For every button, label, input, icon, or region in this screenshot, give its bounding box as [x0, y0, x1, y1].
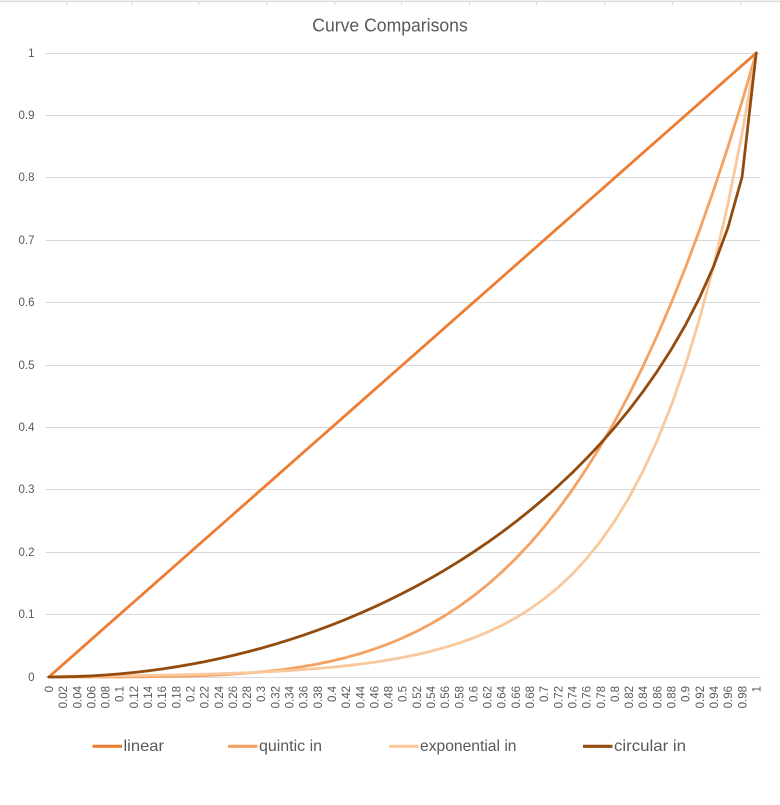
svg-text:0.2: 0.2	[185, 686, 197, 702]
svg-text:0.52: 0.52	[412, 686, 424, 708]
svg-text:0: 0	[44, 686, 56, 692]
svg-text:0.98: 0.98	[737, 686, 749, 708]
svg-text:0.12: 0.12	[129, 686, 141, 708]
svg-text:0.26: 0.26	[228, 686, 240, 708]
svg-text:0.38: 0.38	[313, 686, 325, 708]
svg-text:0.36: 0.36	[299, 686, 311, 708]
svg-text:0.58: 0.58	[454, 686, 466, 708]
svg-text:0.14: 0.14	[143, 685, 155, 708]
svg-text:0.28: 0.28	[242, 686, 254, 708]
svg-text:0.5: 0.5	[19, 360, 35, 372]
svg-text:0.16: 0.16	[157, 686, 169, 708]
svg-text:0.4: 0.4	[327, 685, 339, 702]
svg-text:0.9: 0.9	[19, 110, 35, 122]
svg-text:0.62: 0.62	[483, 686, 495, 708]
svg-text:0.3: 0.3	[256, 686, 268, 702]
svg-text:Curve Comparisons: Curve Comparisons	[312, 15, 468, 36]
svg-text:0: 0	[28, 672, 34, 684]
svg-text:0.54: 0.54	[426, 685, 438, 708]
svg-text:0.06: 0.06	[86, 686, 98, 708]
svg-text:0.72: 0.72	[553, 686, 565, 708]
svg-text:0.32: 0.32	[270, 686, 282, 708]
svg-text:0.82: 0.82	[624, 686, 636, 708]
svg-text:1: 1	[751, 686, 763, 692]
svg-text:0.8: 0.8	[19, 172, 35, 184]
svg-text:1: 1	[28, 48, 34, 60]
svg-text:0.92: 0.92	[695, 686, 707, 708]
svg-text:0.66: 0.66	[511, 686, 523, 708]
svg-text:0.94: 0.94	[709, 685, 721, 708]
svg-text:0.56: 0.56	[440, 686, 452, 708]
svg-text:0.7: 0.7	[539, 686, 551, 702]
svg-text:0.34: 0.34	[285, 685, 297, 708]
svg-text:0.5: 0.5	[398, 686, 410, 702]
svg-text:0.18: 0.18	[171, 686, 183, 708]
svg-text:0.86: 0.86	[652, 686, 664, 708]
svg-text:exponential in: exponential in	[420, 738, 517, 755]
svg-text:0.2: 0.2	[19, 547, 35, 559]
svg-text:0.42: 0.42	[341, 686, 353, 708]
svg-text:0.84: 0.84	[638, 685, 650, 708]
svg-text:0.78: 0.78	[596, 686, 608, 708]
svg-text:0.08: 0.08	[101, 686, 113, 708]
svg-text:circular in: circular in	[614, 738, 686, 755]
svg-text:0.44: 0.44	[355, 685, 367, 708]
svg-text:0.6: 0.6	[19, 297, 35, 309]
svg-text:0.6: 0.6	[468, 686, 480, 702]
svg-text:0.76: 0.76	[582, 686, 594, 708]
svg-text:0.04: 0.04	[72, 685, 84, 708]
svg-text:0.8: 0.8	[610, 686, 622, 702]
svg-text:0.1: 0.1	[19, 609, 35, 621]
svg-text:0.3: 0.3	[19, 484, 35, 496]
svg-text:0.74: 0.74	[567, 685, 579, 708]
svg-text:0.48: 0.48	[384, 686, 396, 708]
svg-text:0.02: 0.02	[58, 686, 70, 708]
svg-text:0.46: 0.46	[369, 686, 381, 708]
svg-text:0.68: 0.68	[525, 686, 537, 708]
svg-text:0.64: 0.64	[497, 685, 509, 708]
svg-text:0.9: 0.9	[681, 686, 693, 702]
svg-text:0.96: 0.96	[723, 686, 735, 708]
svg-text:0.22: 0.22	[200, 686, 212, 708]
svg-text:linear: linear	[124, 738, 165, 755]
svg-text:0.4: 0.4	[19, 422, 36, 434]
svg-text:0.7: 0.7	[19, 235, 35, 247]
svg-text:quintic in: quintic in	[259, 738, 322, 755]
svg-text:0.88: 0.88	[667, 686, 679, 708]
svg-text:0.24: 0.24	[214, 685, 226, 708]
svg-text:0.1: 0.1	[115, 686, 127, 702]
